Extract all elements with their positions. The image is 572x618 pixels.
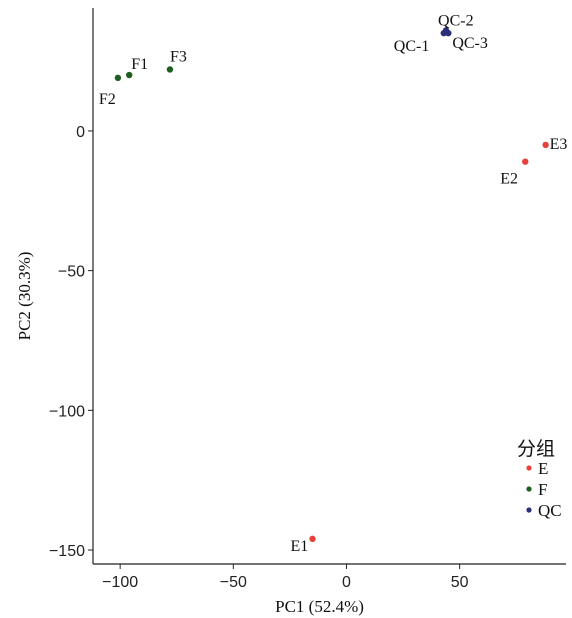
y-tick-label: −50 <box>58 264 85 281</box>
data-point-e2 <box>522 158 529 165</box>
point-label-e3: E3 <box>550 136 568 153</box>
data-point-f2 <box>114 74 122 82</box>
x-axis-title: PC1 (52.4%) <box>275 597 364 616</box>
x-tick-label: 0 <box>342 574 351 591</box>
y-tick-label: −150 <box>49 543 85 560</box>
legend-marker-e <box>526 465 532 471</box>
data-point-qc-3 <box>445 29 452 37</box>
y-axis-title: PC2 (30.3%) <box>15 252 34 341</box>
y-tick-label: −100 <box>49 403 85 420</box>
point-label-qc-3: QC-3 <box>452 35 488 52</box>
y-tick-label: 0 <box>76 124 85 141</box>
point-label-f3: F3 <box>170 48 187 65</box>
data-point-f1 <box>126 71 133 79</box>
point-label-e2: E2 <box>500 171 518 188</box>
legend-label-e: E <box>538 459 548 478</box>
legend-label-f: F <box>538 480 547 499</box>
x-tick-label: −100 <box>102 574 138 591</box>
point-label-f1: F1 <box>131 56 148 73</box>
data-point-f3 <box>166 66 174 73</box>
x-tick-label: −50 <box>220 574 247 591</box>
legend-marker-qc <box>526 507 532 513</box>
point-label-qc-2: QC-2 <box>438 12 474 29</box>
legend-title: 分组 <box>517 438 555 460</box>
point-label-e1: E1 <box>291 538 309 555</box>
legend-marker-f <box>526 486 532 492</box>
data-point-e3 <box>542 141 549 149</box>
x-tick-label: 50 <box>451 574 469 591</box>
legend-label-qc: QC <box>538 501 562 520</box>
data-point-e1 <box>309 535 316 543</box>
point-label-qc-1: QC-1 <box>394 38 430 55</box>
point-label-f2: F2 <box>99 91 116 108</box>
